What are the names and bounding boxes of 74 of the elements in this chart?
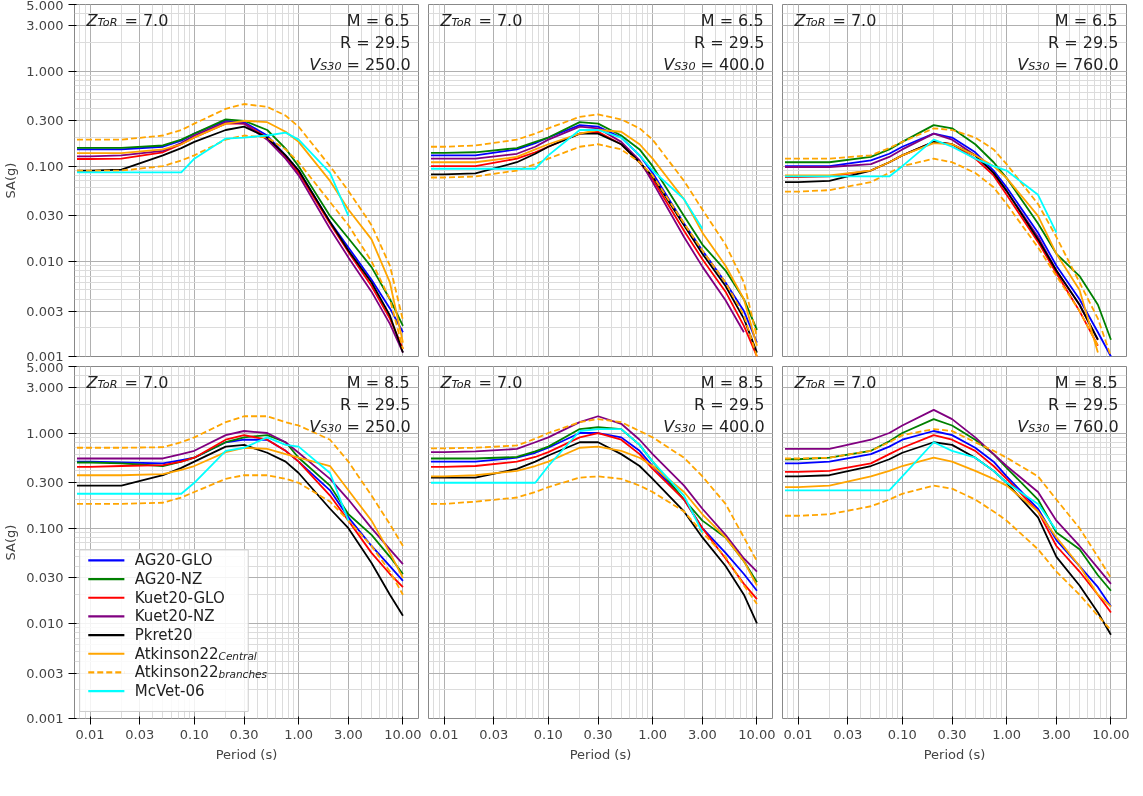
annotation: M = 8.5 [1054, 372, 1118, 392]
x-tick-label: 0.10 [179, 726, 209, 742]
annotation: M = 6.5 [346, 10, 410, 30]
y-tick-label: 0.030 [26, 208, 64, 224]
y-axis-title: SA(g) [3, 162, 19, 199]
legend-label: AG20-GLO [134, 551, 213, 570]
x-tick-label: 1.00 [992, 726, 1022, 742]
x-tick-label: 1.00 [638, 726, 668, 742]
legend-label: Pkret20 [134, 626, 193, 645]
x-tick-label: 0.03 [125, 726, 155, 742]
annotation: R = 29.5 [340, 394, 411, 414]
y-tick-label: 0.003 [26, 665, 64, 681]
x-tick-label: 0.03 [479, 726, 509, 742]
annotation: R = 29.5 [694, 32, 765, 52]
x-tick-label: 0.30 [937, 726, 967, 742]
x-tick-label: 0.30 [583, 726, 613, 742]
annotation: VS30 = 250.0 [309, 416, 411, 436]
annotation: VS30 = 400.0 [663, 54, 765, 74]
x-tick-label: 0.10 [533, 726, 563, 742]
x-axis-title: Period (s) [923, 746, 986, 762]
y-tick-label: 1.000 [26, 425, 64, 441]
annotation: M = 6.5 [700, 10, 764, 30]
annotation: VS30 = 250.0 [309, 54, 411, 74]
y-tick-label: 3.000 [26, 380, 64, 396]
x-tick-label: 3.00 [687, 726, 717, 742]
annotation: M = 8.5 [346, 372, 410, 392]
legend-label: Kuet20-GLO [134, 588, 225, 607]
y-tick-label: 1.000 [26, 63, 64, 79]
y-tick-label: 0.300 [26, 475, 64, 491]
x-tick-label: 0.01 [783, 726, 813, 742]
y-tick-label: 3.000 [26, 18, 64, 34]
x-tick-label: 3.00 [1041, 726, 1071, 742]
annotation: VS30 = 760.0 [1017, 54, 1119, 74]
x-tick-label: 10.00 [738, 726, 776, 742]
x-tick-label: 0.10 [887, 726, 917, 742]
annotation: ZToR = 7.0 [85, 372, 169, 392]
y-tick-label: 0.300 [26, 113, 64, 129]
annotation: R = 29.5 [694, 394, 765, 414]
y-tick-label: 0.003 [26, 303, 64, 319]
legend-label: Atkinson22branches [134, 663, 268, 682]
x-tick-label: 0.01 [429, 726, 459, 742]
x-tick-label: 0.30 [229, 726, 259, 742]
legend-label: Kuet20-NZ [134, 607, 215, 626]
y-axis-title: SA(g) [3, 524, 19, 561]
annotation: R = 29.5 [340, 32, 411, 52]
annotation: ZToR = 7.0 [439, 372, 523, 392]
x-tick-label: 3.00 [333, 726, 363, 742]
x-tick-label: 0.03 [833, 726, 863, 742]
annotation: M = 8.5 [700, 372, 764, 392]
x-tick-label: 10.00 [384, 726, 422, 742]
annotation: R = 29.5 [1048, 32, 1119, 52]
y-tick-label: 0.100 [26, 158, 64, 174]
x-tick-label: 10.00 [1092, 726, 1130, 742]
annotation: ZToR = 7.0 [793, 372, 877, 392]
legend-label: AG20-NZ [134, 570, 203, 589]
legend-label: McVet-06 [134, 682, 205, 701]
annotation: ZToR = 7.0 [439, 10, 523, 30]
annotation: VS30 = 760.0 [1017, 416, 1119, 436]
x-tick-label: 0.01 [75, 726, 105, 742]
legend-label: Atkinson22Central [134, 644, 257, 663]
annotation: M = 6.5 [1054, 10, 1118, 30]
y-tick-label: 5.000 [26, 0, 64, 13]
y-tick-label: 0.030 [26, 570, 64, 586]
annotation: R = 29.5 [1048, 394, 1119, 414]
x-axis-title: Period (s) [215, 746, 278, 762]
annotation: VS30 = 400.0 [663, 416, 765, 436]
annotation: ZToR = 7.0 [793, 10, 877, 30]
y-tick-label: 0.010 [26, 253, 64, 269]
x-axis-title: Period (s) [569, 746, 632, 762]
y-tick-label: 0.001 [26, 711, 64, 726]
annotation: ZToR = 7.0 [85, 10, 169, 30]
x-tick-label: 1.00 [284, 726, 314, 742]
y-tick-label: 0.010 [26, 615, 64, 631]
y-tick-label: 0.100 [26, 520, 64, 536]
